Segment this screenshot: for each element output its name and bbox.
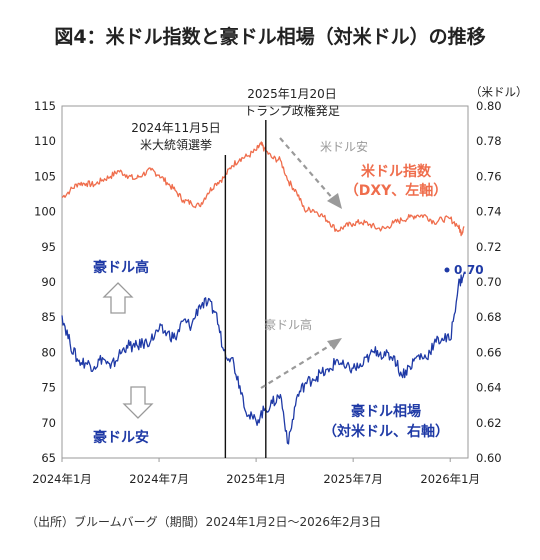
y-right-unit: （米ドル） xyxy=(470,85,528,99)
y-left-tick-label: 100 xyxy=(34,205,56,219)
y-right-tick-label: 0.68 xyxy=(476,310,502,324)
aud-strong-arrow-icon xyxy=(102,282,134,314)
y-left-tick-label: 85 xyxy=(41,310,56,324)
y-left-tick-label: 105 xyxy=(34,169,56,183)
event-label-election: 米大統領選挙 xyxy=(140,137,212,152)
y-right-axis: 0.80 0.78 0.76 0.74 0.72 0.70 0.68 0.66 0.64 0.62… xyxy=(476,99,502,465)
y-left-tick-label: 110 xyxy=(34,134,56,148)
aud-strong-arrow xyxy=(260,342,335,389)
event-lines xyxy=(224,120,267,458)
series-lines xyxy=(61,141,465,445)
x-tick-label: 2026年1月 xyxy=(420,472,480,486)
y-right-tick-label: 0.78 xyxy=(476,134,502,148)
usd-index-line xyxy=(61,141,465,237)
aud-end-marker xyxy=(444,267,450,273)
y-left-tick-label: 95 xyxy=(41,240,56,254)
usd-series-sublabel: （DXY、左軸） xyxy=(345,182,448,199)
y-right-tick-label: 0.66 xyxy=(476,345,502,359)
aud-strong-label: 豪ドル高 xyxy=(93,259,149,276)
usd-weak-arrowhead-icon xyxy=(327,193,342,209)
aud-series-sublabel: （対米ドル、右軸） xyxy=(323,423,449,440)
event-label-inauguration: トランプ政権発足 xyxy=(244,103,340,118)
y-left-tick-label: 115 xyxy=(34,99,56,113)
x-tick-label: 2024年7月 xyxy=(129,472,189,486)
aud-series-label: 豪ドル相場 xyxy=(351,403,421,420)
y-right-tick-label: 0.74 xyxy=(476,205,502,219)
y-left-tick-label: 75 xyxy=(41,381,56,395)
usd-series-label: 米ドル指数 xyxy=(361,163,432,180)
x-axis: 2024年1月 2024年7月 2025年1月 2025年7月 2026年1月 xyxy=(32,458,480,486)
event-label-election-date: 2024年11月5日 xyxy=(131,121,220,135)
y-left-tick-label: 80 xyxy=(41,345,56,359)
y-left-tick-label: 90 xyxy=(41,275,56,289)
event-label-inauguration-date: 2025年1月20日 xyxy=(247,87,336,101)
usd-weak-label: 米ドル安 xyxy=(320,139,368,154)
aud-strong-gray-label: 豪ドル高 xyxy=(264,317,312,332)
aud-strong-arrowhead-icon xyxy=(327,338,342,350)
x-tick-label: 2025年7月 xyxy=(323,472,383,486)
y-right-tick-label: 0.76 xyxy=(476,169,502,183)
usd-weak-arrow xyxy=(279,137,335,201)
plot-frame xyxy=(61,105,469,459)
x-tick-label: 2025年1月 xyxy=(226,472,286,486)
y-right-tick-label: 0.70 xyxy=(476,275,502,289)
y-left-tick-label: 70 xyxy=(41,416,56,430)
y-left-tick-label: 65 xyxy=(41,451,56,465)
y-right-tick-label: 0.64 xyxy=(476,381,502,395)
y-right-tick-label: 0.60 xyxy=(476,451,502,465)
aud-usd-line xyxy=(61,273,465,445)
chart-title: 図4：米ドル指数と豪ドル相場（対米ドル）の推移 xyxy=(54,26,486,48)
aud-weak-arrow-icon xyxy=(122,386,154,419)
x-tick-label: 2024年1月 xyxy=(32,472,92,486)
aud-end-value: 0.70 xyxy=(454,263,484,277)
y-right-tick-label: 0.80 xyxy=(476,99,502,113)
y-left-axis: 115 110 105 100 95 90 85 80 75 70 65 xyxy=(34,99,56,465)
y-right-tick-label: 0.72 xyxy=(476,240,502,254)
aud-weak-label: 豪ドル安 xyxy=(93,429,149,446)
source-note: （出所）ブルームバーグ（期間）2024年1月2日～2026年2月3日 xyxy=(26,515,382,529)
y-right-tick-label: 0.62 xyxy=(476,416,502,430)
